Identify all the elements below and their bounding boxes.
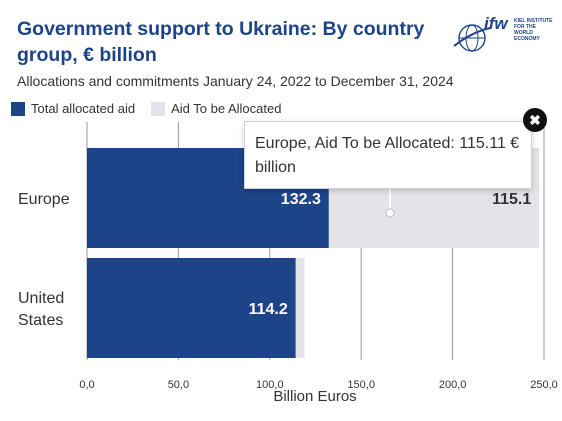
- logo-institute: KIEL INSTITUTE FOR THE WORLD ECONOMY: [514, 18, 553, 42]
- tick-label: 150,0: [347, 379, 375, 391]
- chart-subtitle: Allocations and commitments January 24, …: [17, 73, 454, 89]
- tooltip-marker: [385, 208, 395, 218]
- category-label: Europe: [18, 191, 70, 208]
- logo: ifw KIEL INSTITUTE FOR THE WORLD ECONOMY: [452, 12, 553, 62]
- tooltip-text: Europe, Aid To be Allocated: 115.11 € bi…: [255, 135, 520, 176]
- tick-label: 100,0: [256, 379, 284, 391]
- globe-icon: [453, 24, 491, 52]
- data-label: 132.3: [281, 191, 321, 208]
- bar[interactable]: [295, 258, 305, 358]
- close-icon[interactable]: ✖: [523, 108, 547, 132]
- legend-item-to-be-allocated[interactable]: Aid To be Allocated: [151, 101, 281, 116]
- tick-label: 200,0: [439, 379, 467, 391]
- legend: Total allocated aid Aid To be Allocated: [11, 101, 297, 116]
- tick-label: 0,0: [79, 379, 94, 391]
- data-label: 115.1: [492, 191, 531, 208]
- legend-label-to-be-allocated: Aid To be Allocated: [171, 101, 282, 116]
- legend-item-allocated[interactable]: Total allocated aid: [11, 101, 135, 116]
- legend-label-allocated: Total allocated aid: [31, 101, 136, 116]
- data-label: 114.2: [249, 301, 288, 318]
- tick-label: 50,0: [168, 379, 189, 391]
- chart-title: Government support to Ukraine: By countr…: [17, 18, 425, 66]
- x-axis-label: Billion Euros: [273, 388, 356, 405]
- logo-text: ifw: [484, 14, 508, 33]
- legend-swatch-to-be-allocated: [151, 101, 166, 116]
- tick-label: 250,0: [530, 379, 558, 391]
- category-label: States: [18, 312, 63, 329]
- tooltip: Europe, Aid To be Allocated: 115.11 € bi…: [244, 121, 532, 189]
- legend-swatch-allocated: [11, 101, 25, 116]
- bar[interactable]: [87, 258, 296, 358]
- category-label: United: [18, 290, 64, 307]
